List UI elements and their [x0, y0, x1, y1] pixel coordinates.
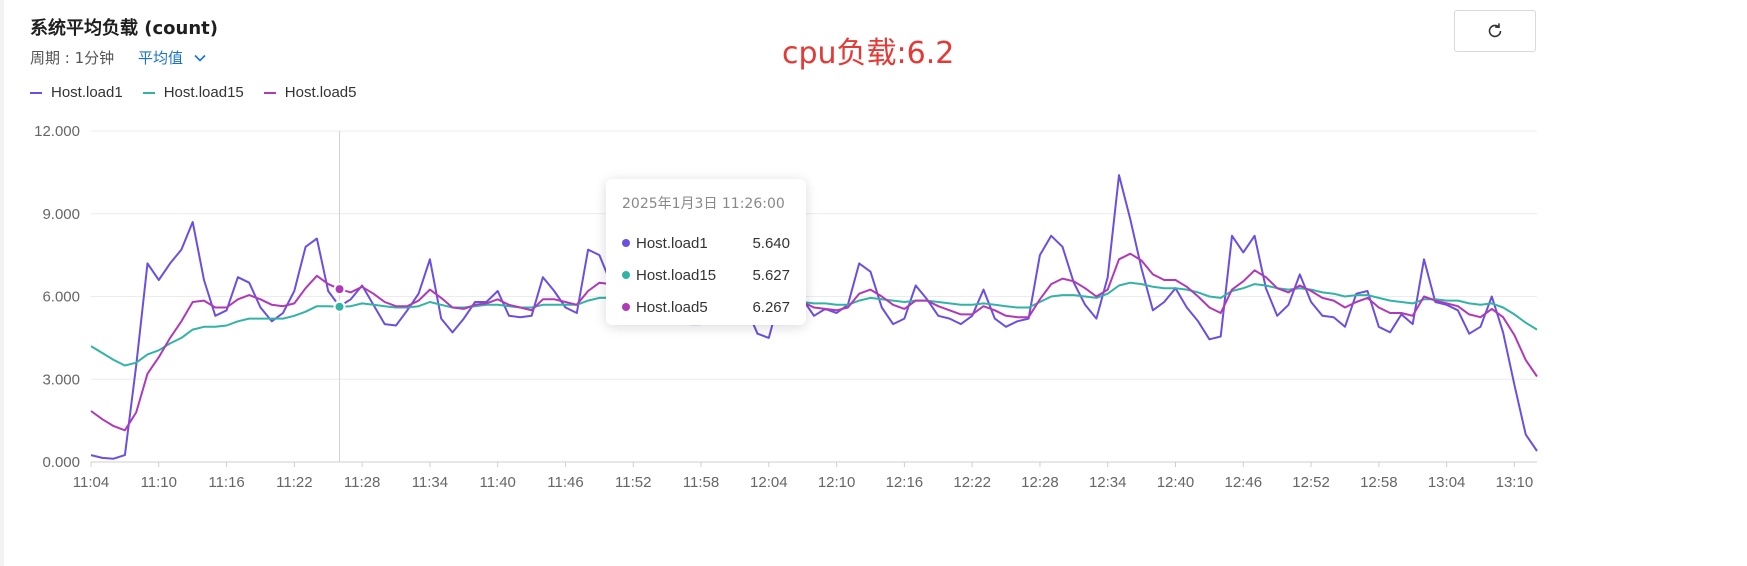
cpu-load-annotation: cpu负载:6.2 — [782, 36, 955, 71]
x-tick-label: 12:16 — [886, 474, 924, 491]
chevron-down-icon — [194, 54, 206, 62]
refresh-icon — [1488, 23, 1502, 38]
tooltip-dot — [622, 239, 630, 247]
legend-label: Host.load1 — [51, 84, 123, 101]
legend-swatch-load15 — [142, 91, 155, 94]
x-tick-label: 11:46 — [547, 474, 583, 491]
x-tick-label: 11:16 — [208, 474, 244, 491]
x-tick-label: 11:34 — [412, 474, 448, 491]
legend-item-load1[interactable]: Host.load1 — [30, 84, 123, 101]
refresh-button[interactable] — [1454, 10, 1536, 52]
legend-item-load5[interactable]: Host.load5 — [263, 84, 357, 101]
y-tick-label: 0.000 — [42, 454, 80, 471]
x-tick-label: 12:52 — [1292, 474, 1330, 491]
series-line-host-load1 — [90, 174, 1538, 460]
legend-item-load15[interactable]: Host.load15 — [142, 84, 244, 101]
chart-legend: Host.load1 Host.load15 Host.load5 — [30, 84, 357, 101]
tooltip-dot — [622, 303, 630, 311]
x-tick-label: 11:28 — [344, 474, 380, 491]
tooltip-series-value: 6.267 — [752, 298, 790, 316]
y-tick-label: 9.000 — [42, 206, 80, 223]
chart-title: 系统平均负载 (count) — [30, 18, 218, 39]
load-chart-card — [4, 0, 1747, 566]
x-tick-label: 12:34 — [1089, 474, 1127, 491]
x-tick-label: 12:04 — [750, 474, 788, 491]
x-tick-label: 12:40 — [1157, 474, 1195, 491]
legend-swatch-load1 — [30, 91, 42, 94]
x-tick-label: 13:04 — [1428, 474, 1466, 491]
tooltip-series-value: 5.640 — [752, 234, 790, 252]
tooltip-series-name: Host.load15 — [636, 266, 717, 284]
tooltip-dot — [622, 271, 630, 279]
x-tick-label: 11:04 — [73, 474, 109, 491]
tooltip-row-load5: Host.load5 6.267 — [622, 291, 790, 323]
tooltip-series-name: Host.load1 — [636, 234, 708, 252]
tooltip-series-name: Host.load5 — [636, 298, 708, 316]
hover-point-host-load5 — [333, 283, 346, 296]
hover-point-host-load15 — [333, 300, 346, 313]
series-line-host-load15 — [90, 281, 1538, 367]
x-tick-label: 12:10 — [818, 474, 856, 491]
tooltip-row-load1: Host.load1 5.640 — [622, 227, 790, 259]
tooltip-time: 2025年1月3日 11:26:00 — [622, 196, 785, 212]
y-tick-label: 12.000 — [34, 123, 80, 140]
x-tick-label: 11:52 — [615, 474, 651, 491]
x-tick-label: 12:22 — [953, 474, 991, 491]
y-tick-label: 3.000 — [42, 371, 80, 388]
aggregation-dropdown[interactable]: 平均值 — [138, 47, 207, 68]
x-tick-label: 12:28 — [1021, 474, 1059, 491]
aggregation-label: 平均值 — [138, 49, 184, 67]
x-tick-label: 12:58 — [1360, 474, 1398, 491]
tooltip-series-value: 5.627 — [752, 266, 790, 284]
series-line-host-load5 — [90, 252, 1538, 432]
legend-swatch-load5 — [263, 91, 276, 94]
x-tick-label: 13:10 — [1496, 474, 1534, 491]
chart-tooltip: 2025年1月3日 11:26:00 Host.load1 5.640 Host… — [606, 179, 806, 325]
y-tick-label: 6.000 — [42, 289, 80, 306]
legend-label: Host.load15 — [163, 84, 244, 101]
x-tick-label: 11:22 — [276, 474, 312, 491]
x-tick-label: 11:10 — [141, 474, 177, 491]
period-label: 周期 : 1分钟 — [30, 49, 115, 67]
legend-label: Host.load5 — [284, 84, 357, 101]
tooltip-row-load15: Host.load15 5.627 — [622, 259, 790, 291]
x-tick-label: 11:40 — [479, 474, 515, 491]
x-tick-label: 11:58 — [683, 474, 719, 491]
x-tick-label: 12:46 — [1225, 474, 1263, 491]
